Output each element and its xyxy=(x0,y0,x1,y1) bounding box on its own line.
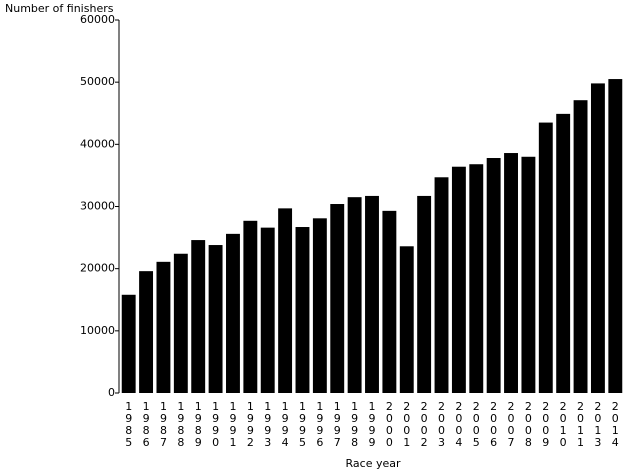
bar xyxy=(538,122,553,393)
bar xyxy=(504,153,518,393)
bar xyxy=(573,100,588,393)
bar xyxy=(469,164,484,393)
bar xyxy=(208,245,223,393)
bar xyxy=(521,156,536,393)
bar xyxy=(173,253,188,393)
bar xyxy=(121,294,136,393)
bar xyxy=(365,195,379,393)
bar xyxy=(139,271,154,393)
y-tick-label: 40000 xyxy=(80,137,115,150)
y-tick-label: 50000 xyxy=(80,75,115,88)
bar xyxy=(347,197,362,393)
y-tick-label: 10000 xyxy=(80,324,115,337)
bar xyxy=(417,195,432,393)
y-tick-label: 20000 xyxy=(80,262,115,275)
bar xyxy=(156,261,171,393)
x-axis-label: Race year xyxy=(346,457,401,470)
bar xyxy=(451,166,466,393)
y-tick-label: 60000 xyxy=(80,13,115,26)
y-tick-label: 0 xyxy=(108,386,115,399)
y-axis-label: Number of finishers xyxy=(5,2,114,15)
bar xyxy=(278,208,293,393)
bar xyxy=(226,233,240,393)
bar xyxy=(191,240,206,393)
bar xyxy=(556,113,571,393)
bar xyxy=(312,218,327,393)
bar xyxy=(486,158,501,393)
bar xyxy=(399,246,414,393)
bar xyxy=(330,204,345,393)
bar xyxy=(434,177,449,393)
bar xyxy=(260,227,275,393)
bar xyxy=(590,83,605,393)
bar xyxy=(382,210,397,393)
bar xyxy=(608,79,623,393)
y-tick-label: 30000 xyxy=(80,200,115,213)
bar xyxy=(295,227,310,393)
bar xyxy=(243,220,258,393)
